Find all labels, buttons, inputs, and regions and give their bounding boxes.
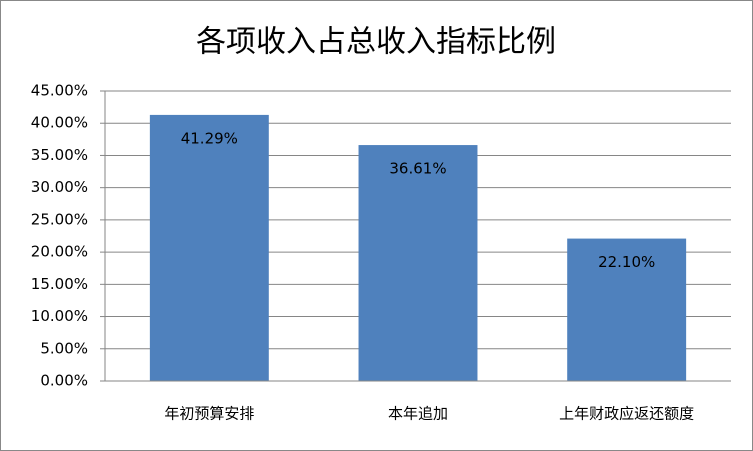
y-tick-label: 10.00%	[31, 307, 88, 325]
y-tick-label: 25.00%	[31, 210, 88, 228]
bar	[567, 238, 687, 381]
y-tick-label: 40.00%	[31, 114, 88, 132]
bar	[358, 145, 478, 381]
y-tick-label: 35.00%	[31, 146, 88, 164]
value-label: 22.10%	[598, 253, 655, 271]
y-tick-label: 5.00%	[40, 339, 88, 357]
value-label: 36.61%	[389, 160, 446, 178]
y-tick-label: 15.00%	[31, 275, 88, 293]
y-tick-label: 30.00%	[31, 178, 88, 196]
x-tick-label: 本年追加	[388, 405, 448, 423]
y-tick-label: 20.00%	[31, 243, 88, 261]
chart-title: 各项收入占总收入指标比例	[196, 25, 556, 60]
y-tick-label: 45.00%	[31, 82, 88, 100]
x-tick-label: 上年财政应返还额度	[559, 405, 694, 423]
value-label: 41.29%	[181, 129, 238, 147]
bar	[149, 114, 269, 382]
y-tick-label: 0.00%	[40, 372, 88, 390]
x-tick-label: 年初预算安排	[164, 405, 254, 423]
